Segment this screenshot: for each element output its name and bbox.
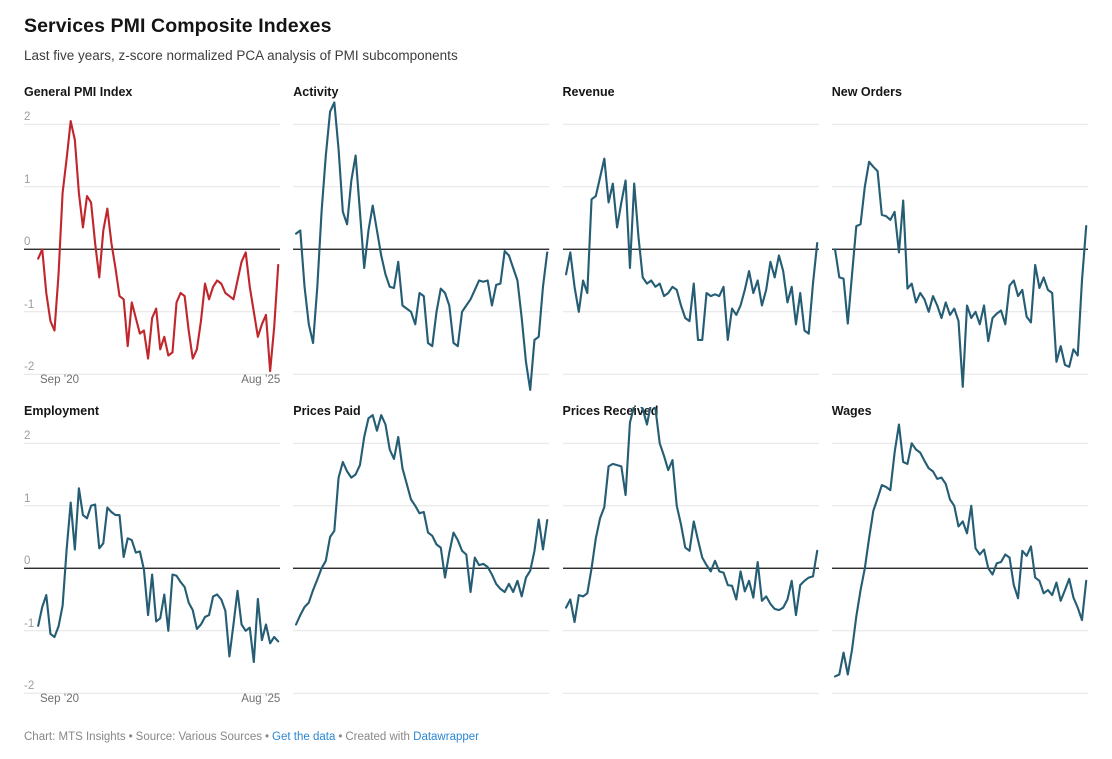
panel-revenue: Revenue <box>562 85 819 402</box>
footer-chart-credit: Chart: MTS Insights <box>24 731 126 743</box>
y-axis-tick-label: 1 <box>24 174 31 186</box>
panel-title: Employment <box>24 404 100 418</box>
x-axis-end-label: Aug ’25 <box>241 693 281 705</box>
line-chart-general-pmi-index <box>24 120 281 375</box>
bullet-separator: • <box>265 731 270 743</box>
panel-prices-paid: Prices Paid <box>293 404 550 721</box>
y-axis-tick-label: 0 <box>24 555 31 567</box>
x-axis-labels: Sep ’20 Aug ’25 <box>24 374 280 386</box>
y-axis-tick-label: -1 <box>24 299 35 311</box>
y-axis-tick-label: -2 <box>24 361 35 373</box>
panel-title: New Orders <box>831 85 902 99</box>
line-chart-employment <box>24 442 281 694</box>
panel-title: Activity <box>293 85 339 99</box>
panel-title: Prices Paid <box>293 404 361 418</box>
panel-wages: Wages <box>831 404 1088 721</box>
y-axis-tick-label: 2 <box>24 111 31 123</box>
x-axis-end-label: Aug ’25 <box>241 374 281 386</box>
line-chart-prices-received <box>562 407 819 694</box>
bullet-separator: • <box>128 731 133 743</box>
small-multiples-grid: General PMI Index 2 1 0 -1 -2 Sep ’20 Au… <box>0 85 1112 721</box>
line-chart-activity <box>293 101 550 391</box>
line-chart-revenue <box>562 123 819 375</box>
y-axis-tick-label: 0 <box>24 236 31 248</box>
y-axis-tick-label: -1 <box>24 618 35 630</box>
page-subtitle: Last five years, z-score normalized PCA … <box>24 48 458 63</box>
x-axis-start-label: Sep ’20 <box>40 374 80 386</box>
chart-header: Services PMI Composite Indexes Last five… <box>0 0 1112 64</box>
panel-general-pmi-index: General PMI Index 2 1 0 -1 -2 Sep ’20 Au… <box>24 85 281 402</box>
panel-activity: Activity <box>293 85 550 402</box>
y-axis-tick-label: -2 <box>24 680 35 692</box>
line-chart-prices-paid <box>293 414 550 694</box>
bullet-separator: • <box>338 731 343 743</box>
datawrapper-link[interactable]: Datawrapper <box>413 731 479 743</box>
line-chart-wages <box>831 423 1088 694</box>
panel-prices-received: Prices Received <box>562 404 819 721</box>
x-axis-start-label: Sep ’20 <box>40 693 80 705</box>
panel-employment: Employment 2 1 0 -1 -2 Sep ’20 Aug ’25 <box>24 404 281 721</box>
panel-title: Prices Received <box>562 404 659 418</box>
y-axis-tick-label: 2 <box>24 430 31 442</box>
panel-title: Revenue <box>562 85 615 99</box>
footer: Chart: MTS Insights • Source: Various Sour… <box>0 731 1112 743</box>
footer-created-with: Created with <box>345 731 410 743</box>
footer-source: Source: Various Sources <box>135 731 263 743</box>
y-axis-tick-label: 1 <box>24 493 31 505</box>
panel-title: General PMI Index <box>24 85 133 99</box>
line-chart-new-orders <box>831 123 1088 388</box>
x-axis-labels: Sep ’20 Aug ’25 <box>24 693 280 705</box>
panel-title: Wages <box>831 404 872 418</box>
page-title: Services PMI Composite Indexes <box>24 15 332 37</box>
get-the-data-link[interactable]: Get the data <box>272 731 336 743</box>
panel-new-orders: New Orders <box>831 85 1088 402</box>
